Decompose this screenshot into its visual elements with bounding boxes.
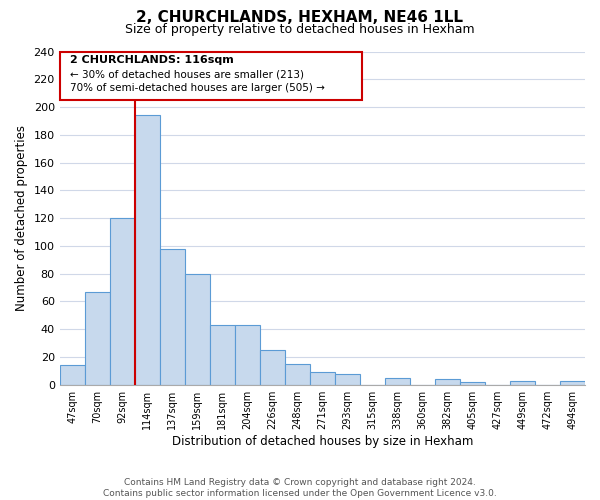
Bar (160, 248, 185, 384)
Bar (210, 325, 235, 384)
FancyBboxPatch shape (59, 52, 362, 100)
Text: Size of property relative to detached houses in Hexham: Size of property relative to detached ho… (125, 22, 475, 36)
Bar (235, 325, 260, 384)
Bar (460, 382, 485, 384)
Bar (285, 364, 310, 384)
Bar (510, 380, 535, 384)
Bar (185, 274, 210, 384)
Bar (335, 374, 360, 384)
Text: Contains HM Land Registry data © Crown copyright and database right 2024.
Contai: Contains HM Land Registry data © Crown c… (103, 478, 497, 498)
Bar (110, 218, 135, 384)
Bar (385, 378, 410, 384)
Text: 2 CHURCHLANDS: 116sqm: 2 CHURCHLANDS: 116sqm (70, 55, 234, 65)
Bar (85, 292, 110, 384)
Bar (59, 366, 85, 384)
Bar (135, 116, 160, 384)
X-axis label: Distribution of detached houses by size in Hexham: Distribution of detached houses by size … (172, 434, 473, 448)
Text: 2, CHURCHLANDS, HEXHAM, NE46 1LL: 2, CHURCHLANDS, HEXHAM, NE46 1LL (137, 10, 464, 25)
Bar (435, 379, 460, 384)
Text: ← 30% of detached houses are smaller (213)
70% of semi-detached houses are large: ← 30% of detached houses are smaller (21… (70, 70, 325, 93)
Bar (560, 380, 585, 384)
Bar (260, 350, 285, 384)
Y-axis label: Number of detached properties: Number of detached properties (15, 125, 28, 311)
Bar (310, 372, 335, 384)
